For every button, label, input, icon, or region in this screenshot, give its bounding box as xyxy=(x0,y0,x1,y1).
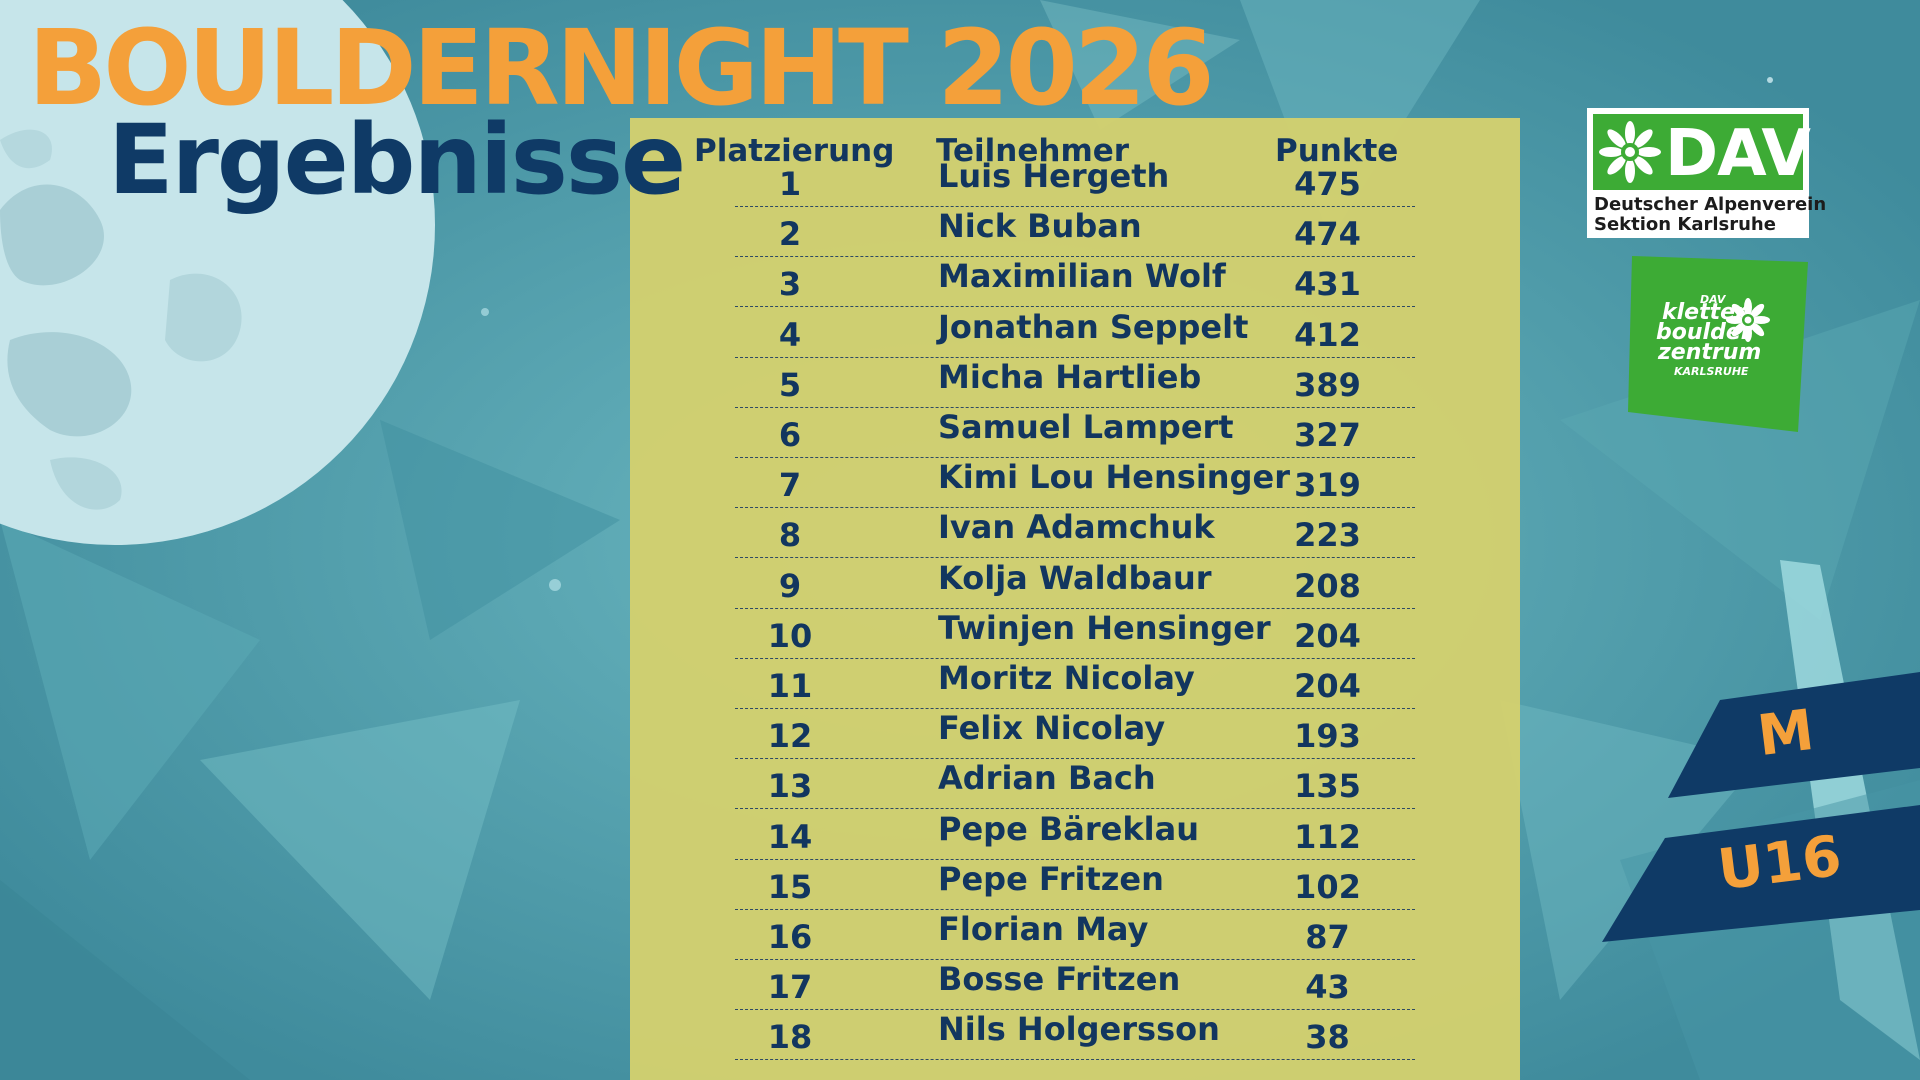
participant-cell: Moritz Nicolay xyxy=(938,659,1195,697)
rank-cell: 10 xyxy=(767,616,813,655)
rank-cell: 3 xyxy=(778,265,802,304)
rank-cell: 17 xyxy=(767,968,813,1007)
points-cell: 475 xyxy=(1294,165,1361,203)
table-row: 8 Ivan Adamchuk 223 xyxy=(735,507,1415,559)
edelweiss-icon xyxy=(1599,121,1661,183)
participant-cell: Nick Buban xyxy=(938,207,1142,246)
table-row: 13 Adrian Bach 135 xyxy=(735,758,1415,810)
participant-cell: Adrian Bach xyxy=(938,759,1156,798)
participant-cell: Pepe Bäreklau xyxy=(938,809,1199,848)
rank-cell: 6 xyxy=(778,416,802,454)
participant-cell: Florian May xyxy=(938,910,1149,948)
points-cell: 389 xyxy=(1294,365,1361,404)
participant-cell: Samuel Lampert xyxy=(938,408,1234,446)
points-cell: 204 xyxy=(1294,616,1361,655)
kbz-logo-line2: boulder xyxy=(1656,320,1752,345)
participant-cell: Maximilian Wolf xyxy=(938,257,1226,296)
rank-cell: 9 xyxy=(778,566,802,605)
points-cell: 204 xyxy=(1294,667,1361,705)
rank-cell: 11 xyxy=(767,667,813,705)
kbz-logo: DAV kletter boulder zentrum KARLSRUHE xyxy=(1628,256,1808,432)
rank-cell: 12 xyxy=(767,717,813,756)
points-cell: 112 xyxy=(1294,817,1361,856)
column-header-participant: Teilnehmer xyxy=(936,133,1130,169)
participant-cell: Micha Hartlieb xyxy=(938,357,1202,396)
table-row: 4 Jonathan Seppelt 412 xyxy=(735,307,1415,358)
column-header-rank: Platzierung xyxy=(694,133,895,169)
table-row: 18 Nils Holgersson 38 xyxy=(735,1009,1415,1061)
dav-logo-name: DAV xyxy=(1665,117,1811,191)
points-cell: 412 xyxy=(1294,315,1361,354)
rank-cell: 14 xyxy=(767,817,813,856)
table-row: 2 Nick Buban 474 xyxy=(735,206,1415,258)
category-gender: M xyxy=(1754,697,1818,770)
table-row: 16 Florian May 87 xyxy=(735,909,1415,960)
participant-cell: Bosse Fritzen xyxy=(938,960,1181,999)
points-cell: 223 xyxy=(1294,516,1361,555)
points-cell: 431 xyxy=(1294,265,1361,304)
points-cell: 208 xyxy=(1294,566,1361,605)
banner-age xyxy=(1602,805,1920,942)
points-cell: 43 xyxy=(1305,968,1350,1007)
rank-cell: 7 xyxy=(778,466,802,505)
table-row: 12 Felix Nicolay 193 xyxy=(735,708,1415,760)
participant-cell: Luis Hergeth xyxy=(938,157,1170,195)
points-cell: 193 xyxy=(1294,717,1361,756)
event-title: BOULDERNIGHT 2026 xyxy=(28,7,1215,129)
participant-cell: Kolja Waldbaur xyxy=(938,558,1212,597)
rank-cell: 5 xyxy=(778,365,802,404)
table-row: 11 Moritz Nicolay 204 xyxy=(735,658,1415,709)
points-cell: 135 xyxy=(1294,767,1361,806)
participant-cell: Jonathan Seppelt xyxy=(938,307,1249,346)
points-cell: 327 xyxy=(1294,416,1361,454)
dav-logo: DAV Deutscher Alpenverein Sektion Karlsr… xyxy=(1587,108,1826,238)
points-cell: 474 xyxy=(1294,215,1361,254)
kbz-logo-line3: zentrum xyxy=(1658,340,1762,365)
participant-cell: Ivan Adamchuk xyxy=(938,508,1215,547)
category-age: U16 xyxy=(1714,823,1845,904)
kbz-logo-tag: DAV xyxy=(1700,293,1726,306)
dav-logo-line2: Sektion Karlsruhe xyxy=(1594,214,1776,235)
participant-cell: Felix Nicolay xyxy=(938,709,1166,748)
page-subtitle: Ergebnisse xyxy=(108,104,686,216)
rank-cell: 16 xyxy=(767,918,813,956)
kbz-logo-shape xyxy=(1628,256,1808,432)
table-row: 17 Bosse Fritzen 43 xyxy=(735,959,1415,1011)
table-row: 14 Pepe Bäreklau 112 xyxy=(735,809,1415,860)
table-row: 3 Maximilian Wolf 431 xyxy=(735,256,1415,308)
participant-cell: Twinjen Hensinger xyxy=(938,608,1271,647)
kbz-logo-line4: KARLSRUHE xyxy=(1674,365,1749,378)
table-row: 5 Micha Hartlieb 389 xyxy=(735,357,1415,408)
points-cell: 319 xyxy=(1294,466,1361,505)
points-cell: 102 xyxy=(1294,867,1361,906)
table-row: 9 Kolja Waldbaur 208 xyxy=(735,558,1415,609)
table-row: 7 Kimi Lou Hensinger 319 xyxy=(735,457,1415,509)
dav-logo-line1: Deutscher Alpenverein xyxy=(1594,194,1827,215)
table-row: 10 Twinjen Hensinger 204 xyxy=(735,608,1415,659)
rank-cell: 2 xyxy=(778,215,802,254)
table-row: 6 Samuel Lampert 327 xyxy=(735,407,1415,458)
points-cell: 87 xyxy=(1305,918,1350,956)
rank-cell: 4 xyxy=(778,315,802,354)
table-row: 15 Pepe Fritzen 102 xyxy=(735,859,1415,910)
rank-cell: 15 xyxy=(767,867,813,906)
rank-cell: 18 xyxy=(767,1018,813,1057)
table-row: 1 Luis Hergeth 475 xyxy=(735,156,1415,207)
column-header-points: Punkte xyxy=(1275,133,1399,169)
participant-cell: Pepe Fritzen xyxy=(938,859,1164,898)
banner-gender xyxy=(1668,672,1920,798)
rank-cell: 8 xyxy=(778,516,802,555)
results-panel xyxy=(630,118,1520,1080)
rank-cell: 1 xyxy=(778,165,802,203)
rank-cell: 13 xyxy=(767,767,813,806)
participant-cell: Kimi Lou Hensinger xyxy=(938,458,1290,497)
points-cell: 38 xyxy=(1305,1018,1350,1057)
participant-cell: Nils Holgersson xyxy=(938,1010,1220,1049)
kbz-logo-line1: kletter xyxy=(1662,300,1746,325)
